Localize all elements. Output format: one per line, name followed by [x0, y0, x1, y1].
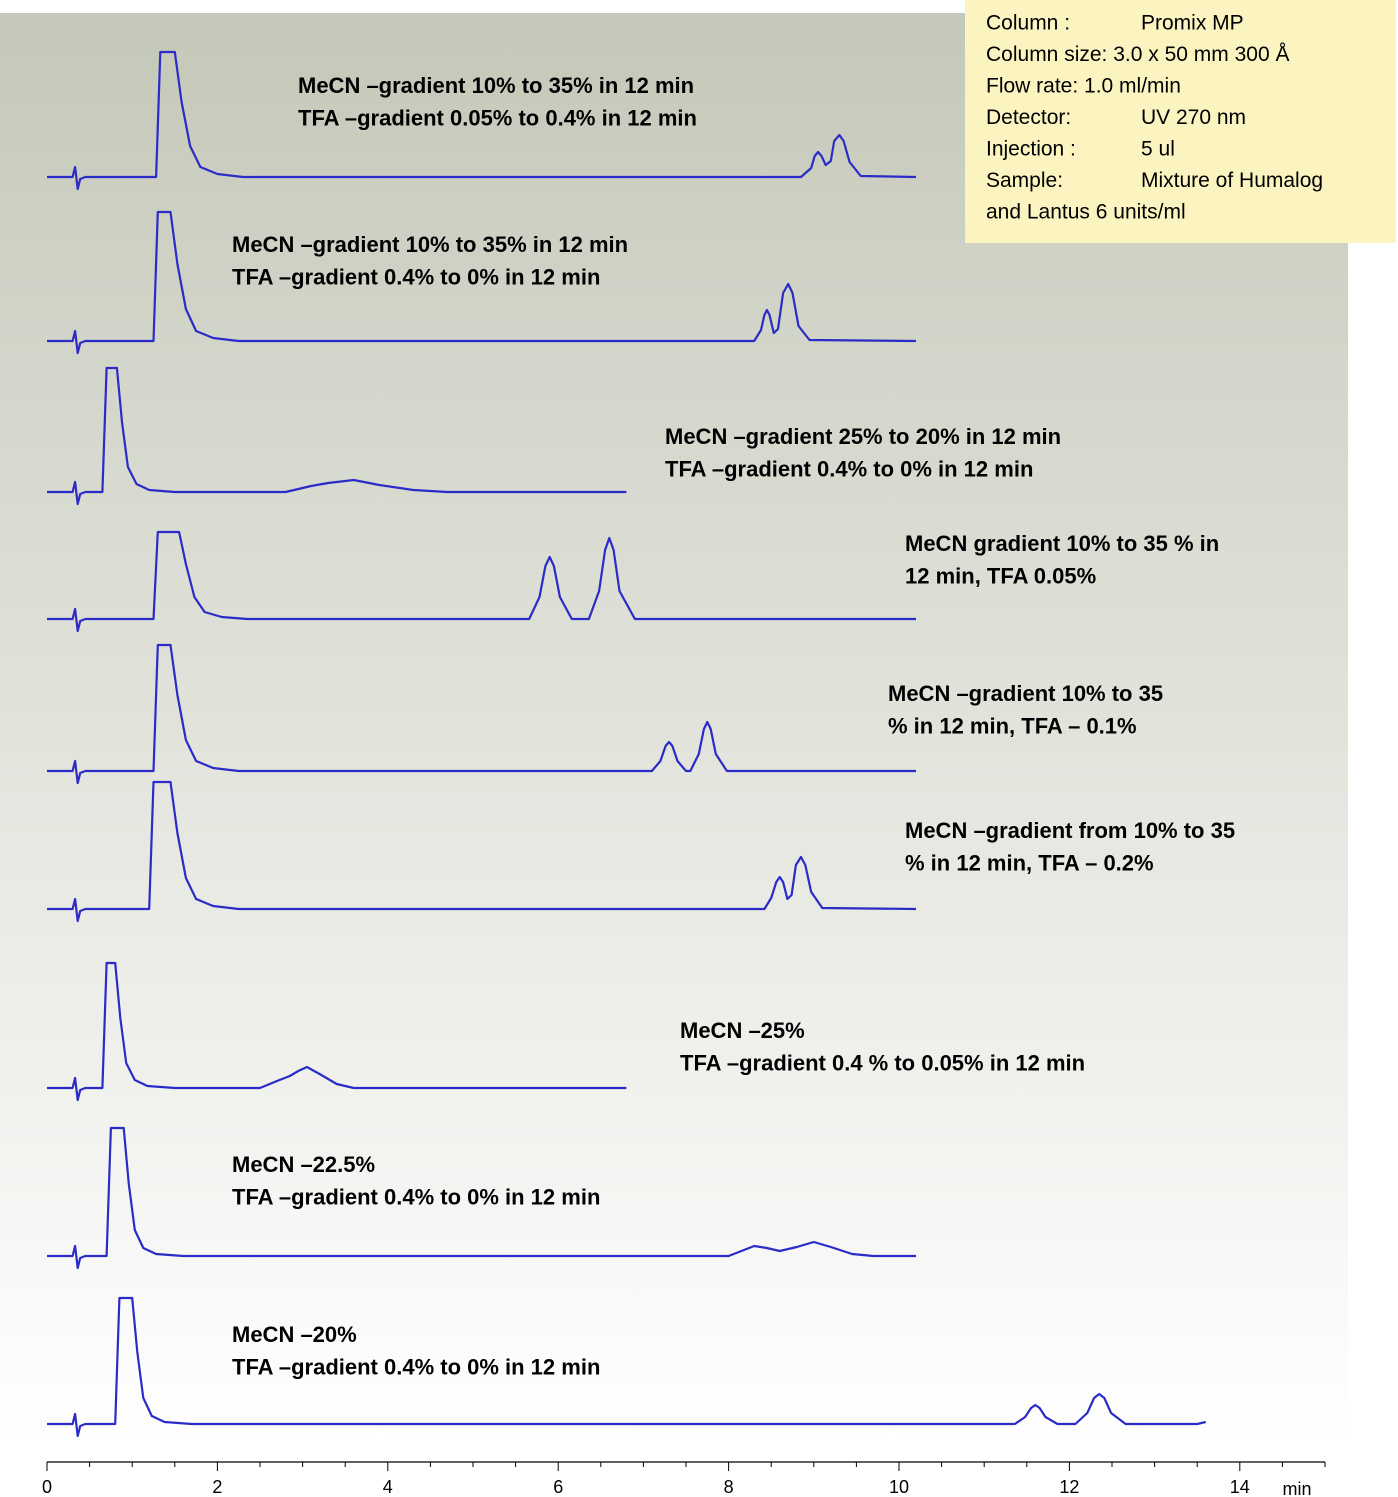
trace-label: 12 min, TFA 0.05% [905, 563, 1096, 588]
info-text: Sample: [986, 169, 1063, 192]
trace-label: TFA –gradient 0.4% to 0% in 12 min [232, 264, 600, 289]
info-text: Column : [986, 12, 1070, 35]
trace-label: % in 12 min, TFA – 0.1% [888, 713, 1137, 738]
trace-line [47, 961, 627, 1102]
trace-label: TFA –gradient 0.05% to 0.4% in 12 min [298, 105, 697, 130]
trace-label: TFA –gradient 0.4% to 0% in 12 min [232, 1184, 600, 1209]
trace-label: MeCN –gradient 10% to 35% in 12 min [232, 232, 628, 257]
trace-label: TFA –gradient 0.4% to 0% in 12 min [232, 1354, 600, 1379]
info-text: Column size: 3.0 x 50 mm 300 Å [986, 43, 1289, 66]
trace-line [47, 366, 627, 506]
info-text: Flow rate: 1.0 ml/min [986, 75, 1181, 98]
trace-label: MeCN –25% [680, 1018, 805, 1043]
x-tick-label: 8 [724, 1477, 734, 1497]
trace-label: MeCN –gradient 25% to 20% in 12 min [665, 424, 1061, 449]
x-tick-label: 12 [1059, 1477, 1079, 1497]
info-text: Injection : [986, 138, 1076, 161]
x-axis-label: min [1282, 1479, 1311, 1497]
info-text: UV 270 nm [1141, 106, 1246, 129]
trace-label: MeCN gradient 10% to 35 % in [905, 531, 1219, 556]
info-box [965, 0, 1396, 243]
trace-line [47, 1296, 1206, 1438]
x-tick-label: 2 [212, 1477, 222, 1497]
info-text: Mixture of Humalog [1141, 169, 1323, 192]
x-tick-label: 6 [553, 1477, 563, 1497]
x-tick-label: 4 [383, 1477, 393, 1497]
trace-line [47, 210, 917, 355]
trace-label: MeCN –gradient from 10% to 35 [905, 818, 1235, 843]
trace-line [47, 530, 916, 633]
trace-line [47, 50, 917, 191]
plot-background [0, 13, 1348, 1443]
trace-label: MeCN –gradient 10% to 35 [888, 681, 1163, 706]
info-text: 5 ul [1141, 138, 1175, 161]
trace-label: MeCN –22.5% [232, 1152, 375, 1177]
x-tick-label: 0 [42, 1477, 52, 1497]
info-text: and Lantus 6 units/ml [986, 201, 1186, 224]
info-text: Promix MP [1141, 12, 1244, 35]
trace-label: % in 12 min, TFA – 0.2% [905, 850, 1154, 875]
trace-line [47, 780, 917, 923]
x-tick-label: 14 [1230, 1477, 1250, 1497]
trace-line [47, 1126, 916, 1270]
x-tick-label: 10 [889, 1477, 909, 1497]
info-text: Detector: [986, 106, 1071, 129]
trace-label: TFA –gradient 0.4% to 0% in 12 min [665, 456, 1033, 481]
trace-label: MeCN –gradient 10% to 35% in 12 min [298, 73, 694, 98]
trace-label: TFA –gradient 0.4 % to 0.05% in 12 min [680, 1050, 1085, 1075]
trace-label: MeCN –20% [232, 1322, 357, 1347]
trace-line [47, 643, 916, 785]
